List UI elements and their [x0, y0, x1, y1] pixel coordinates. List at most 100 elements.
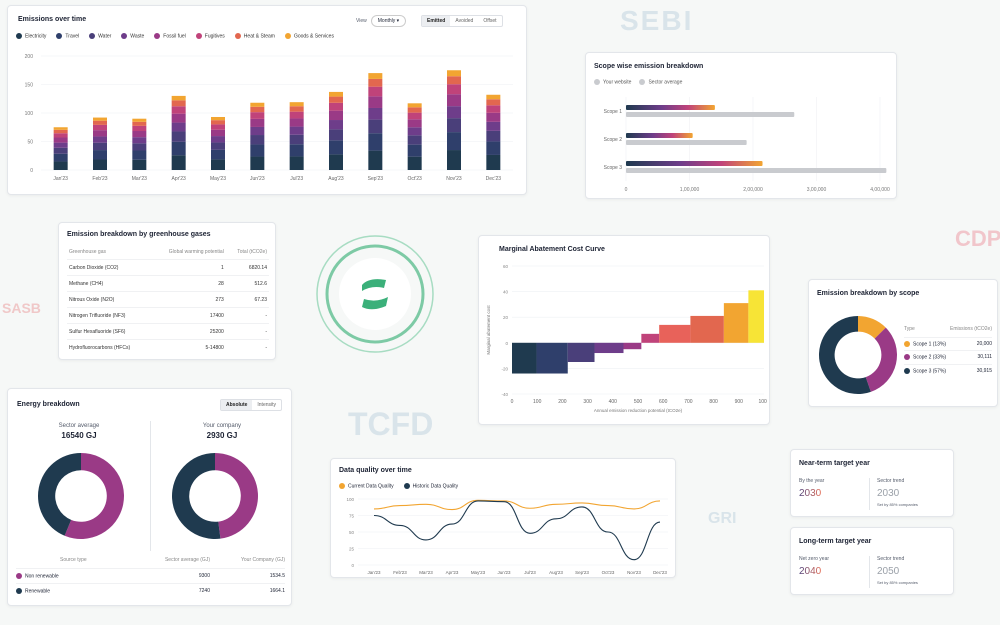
- table-cell: 7240: [198, 588, 210, 594]
- divider: [869, 556, 870, 588]
- bar-segment: [53, 137, 68, 143]
- table-header: Your Company (GJ): [241, 557, 285, 563]
- company-value: 2930 GJ: [206, 431, 238, 440]
- emission-type-tabs: Emitted Avoided Offset: [421, 15, 503, 27]
- x-tick-label: Jul'23: [290, 176, 303, 182]
- legend-swatch: [121, 33, 128, 39]
- scope-donut-chart: [819, 316, 897, 394]
- legend-item[interactable]: Heat & Steam: [234, 33, 275, 40]
- bar-segment: [171, 113, 186, 123]
- ghg-breakdown-card: Emission breakdown by greenhouse gases G…: [58, 222, 276, 360]
- bar: [626, 112, 795, 117]
- bar-segment: [211, 142, 225, 150]
- table-row: Nitrous Oxide (N2O) 273 67.23: [67, 291, 269, 308]
- table-row: Renewable 7240 1664.1: [16, 583, 285, 598]
- y-axis-label: Marginal abatement cost: [486, 305, 491, 355]
- bar-segment: [132, 143, 147, 151]
- x-tick-label: 200: [558, 399, 567, 405]
- bar-segment: [447, 118, 461, 133]
- x-tick-label: Feb'23: [393, 570, 407, 575]
- long-term-target-card: Long-term target year Net zero year 2040…: [790, 527, 954, 595]
- x-tick-label: Aug'23: [328, 176, 344, 182]
- bar-segment: [329, 96, 343, 103]
- bar-segment: [407, 119, 422, 128]
- legend-item[interactable]: Waste: [121, 33, 144, 39]
- x-tick-label: Jun'23: [497, 570, 511, 575]
- table-cell: Nitrous Oxide (N2O): [69, 296, 115, 303]
- table-cell: 25200: [209, 328, 224, 335]
- macc-bar: [512, 342, 537, 374]
- legend-item[interactable]: Goods & Services: [284, 33, 334, 39]
- legend-item[interactable]: Fugitives: [195, 33, 225, 39]
- scope-label: Scope 1 (13%): [904, 341, 946, 347]
- bar-segment: [211, 124, 225, 130]
- bar-segment: [132, 137, 147, 144]
- legend-swatch: [339, 483, 345, 489]
- emissions-bar-chart: 0 50 100 150 200 Jan'23 Feb'23 Mar'23 Apr'23 May'…: [25, 54, 513, 182]
- bar-segment: [329, 91, 343, 97]
- x-tick-label: 300: [583, 399, 592, 405]
- table-cell: Hydrofluorocarbons (HFCs): [69, 344, 131, 351]
- bar-segment: [53, 142, 68, 148]
- x-tick-label: 3,00,000: [807, 187, 827, 193]
- bar-segment: [53, 161, 68, 170]
- tab-offset[interactable]: Offset: [483, 18, 497, 24]
- table-row: Hydrofluorocarbons (HFCs) 5-14800 -: [67, 339, 269, 356]
- legend-item[interactable]: Fossil fuel: [154, 33, 186, 39]
- sector-trend-label: Sector trend: [877, 556, 905, 562]
- x-tick-label: Oct'23: [408, 176, 423, 182]
- bar-segment: [53, 127, 68, 130]
- legend-item[interactable]: Electricity: [16, 33, 46, 39]
- bar-segment: [407, 135, 422, 145]
- bar-segment: [53, 153, 68, 162]
- bar-segment: [250, 144, 265, 157]
- bar-segment: [329, 110, 343, 121]
- y-tick-label: 100: [346, 497, 354, 502]
- bar-segment: [93, 120, 107, 125]
- y-tick-label: 100: [25, 111, 34, 117]
- table-row: Scope 3 (57%) 30,915: [904, 363, 992, 377]
- bar-segment: [289, 106, 304, 112]
- tab-absolute[interactable]: Absolute: [221, 400, 253, 410]
- view-select[interactable]: Monthly ▾: [370, 15, 407, 27]
- table-cell: Carbon Dioxide (CO2): [69, 264, 119, 271]
- card-title: Near-term target year: [799, 460, 870, 467]
- x-tick-label: Apr'23: [446, 570, 459, 575]
- y-tick-label: -20: [501, 366, 508, 371]
- table-cell: 67.23: [254, 296, 267, 303]
- bar-segment: [171, 95, 186, 101]
- bar-segment: [132, 125, 147, 132]
- bar-segment: [447, 94, 461, 107]
- legend-label: Heat & Steam: [243, 33, 275, 40]
- tab-avoided[interactable]: Avoided: [455, 18, 474, 24]
- bar-segment: [250, 102, 265, 107]
- x-tick-label: Sep'23: [368, 176, 384, 182]
- legend-item[interactable]: Travel: [56, 33, 79, 39]
- bar-segment: [250, 156, 265, 170]
- x-tick-label: Dec'23: [486, 176, 502, 182]
- table-header: Source type: [60, 557, 87, 563]
- divider: [150, 421, 151, 551]
- bar-segment: [93, 117, 107, 121]
- donut-slice: [865, 327, 897, 392]
- table-cell: 5-14800: [205, 344, 224, 351]
- macc-bar: [748, 290, 764, 343]
- x-tick-label: 900: [735, 399, 744, 405]
- x-tick-label: Aug'23: [549, 570, 563, 575]
- x-tick-label: Nov'23: [627, 570, 641, 575]
- bar-segment: [250, 126, 265, 136]
- table-cell: Non renewable: [25, 573, 59, 580]
- tab-intensity[interactable]: Intensity: [257, 402, 277, 408]
- sector-trend-year: 2050: [877, 566, 900, 577]
- y-tick-label: 40: [503, 290, 509, 295]
- table-cell: Scope 2 (33%): [913, 354, 947, 361]
- table-header: Sector average (GJ): [164, 557, 210, 563]
- bar-segment: [368, 86, 383, 97]
- donut-slice: [64, 453, 125, 539]
- legend-item[interactable]: Water: [89, 33, 111, 39]
- bar-segment: [486, 94, 501, 100]
- table-cell: -: [265, 344, 267, 351]
- legend-label: Current Data Quality: [348, 483, 394, 490]
- tab-emitted[interactable]: Emitted: [422, 16, 451, 26]
